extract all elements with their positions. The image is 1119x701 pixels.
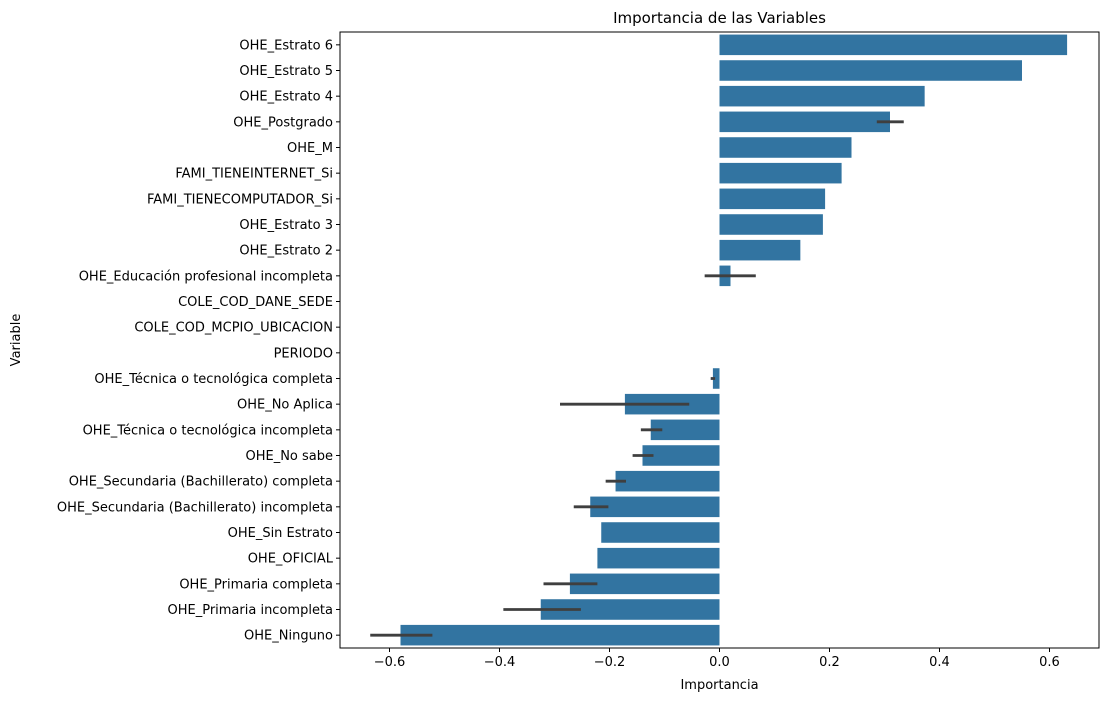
y-tick-label: OHE_Postgrado	[233, 115, 333, 130]
bar	[719, 34, 1068, 56]
x-tick-label: 0.4	[929, 655, 950, 670]
bar	[719, 162, 842, 184]
x-tick-label: 0.2	[819, 655, 840, 670]
y-tick-label: COLE_COD_MCPIO_UBICACION	[134, 321, 333, 336]
x-tick-label: −0.2	[594, 655, 626, 670]
y-tick-label: OHE_Técnica o tecnológica incompleta	[83, 423, 333, 438]
y-tick-label: OHE_Estrato 5	[239, 64, 333, 79]
errorbar-group	[370, 120, 904, 637]
bar	[569, 573, 720, 595]
x-axis-label: Importancia	[680, 678, 758, 693]
y-tick-label: COLE_COD_DANE_SEDE	[178, 295, 333, 310]
bar	[650, 419, 720, 441]
y-tick-label: OHE_Estrato 4	[239, 90, 333, 105]
bar	[719, 188, 826, 210]
plot-frame	[339, 31, 1100, 649]
bar-group	[400, 34, 1068, 646]
y-tick-label: PERIODO	[274, 346, 333, 361]
y-axis-label: Variable	[9, 314, 24, 367]
chart-title: Importancia de las Variables	[613, 9, 826, 27]
bar	[719, 111, 890, 133]
x-tick-label: −0.6	[374, 655, 406, 670]
y-tick-label: FAMI_TIENECOMPUTADOR_Si	[147, 192, 333, 207]
y-tick-label: FAMI_TIENEINTERNET_Si	[175, 167, 333, 182]
bar	[719, 60, 1022, 81]
y-tick-label: OHE_Primaria completa	[179, 577, 333, 592]
x-tick-label: 0.0	[709, 655, 730, 670]
y-tick-label: OHE_Estrato 3	[239, 218, 333, 233]
y-tick-label: OHE_Secundaria (Bachillerato) incompleta	[57, 500, 333, 515]
y-tick-group: OHE_Estrato 6 OHE_Estrato 5 OHE_Estrato 4 O…	[57, 38, 340, 644]
bar	[615, 470, 720, 492]
y-tick-label: OHE_No sabe	[245, 449, 333, 464]
x-tick-label: 0.6	[1039, 655, 1060, 670]
y-tick-label: OHE_Sin Estrato	[228, 526, 333, 541]
bar	[597, 547, 720, 569]
y-tick-label: OHE_Estrato 6	[239, 38, 333, 53]
bar	[719, 239, 801, 261]
bar	[540, 599, 720, 620]
bar	[719, 85, 925, 107]
y-tick-label: OHE_Primaria incompleta	[167, 603, 333, 618]
bar	[712, 368, 720, 389]
bar	[719, 137, 852, 158]
bar	[590, 496, 720, 518]
x-tick-group: −0.6 −0.4 −0.2 0.0 0.2 0.4 0.6	[374, 648, 1060, 670]
y-tick-label: OHE_Educación profesional incompleta	[79, 269, 333, 284]
bar	[719, 214, 823, 235]
y-tick-label: OHE_Técnica o tecnológica completa	[94, 372, 333, 387]
bar	[642, 445, 720, 466]
x-tick-label: −0.4	[484, 655, 516, 670]
y-tick-label: OHE_M	[287, 141, 333, 156]
y-tick-label: OHE_Secundaria (Bachillerato) completa	[69, 475, 333, 490]
y-tick-label: OHE_No Aplica	[237, 398, 333, 413]
y-tick-label: OHE_OFICIAL	[248, 552, 334, 567]
bar	[400, 624, 720, 646]
bar	[601, 522, 720, 543]
y-tick-label: OHE_Estrato 2	[239, 244, 333, 259]
y-tick-label: OHE_Ninguno	[244, 629, 333, 644]
